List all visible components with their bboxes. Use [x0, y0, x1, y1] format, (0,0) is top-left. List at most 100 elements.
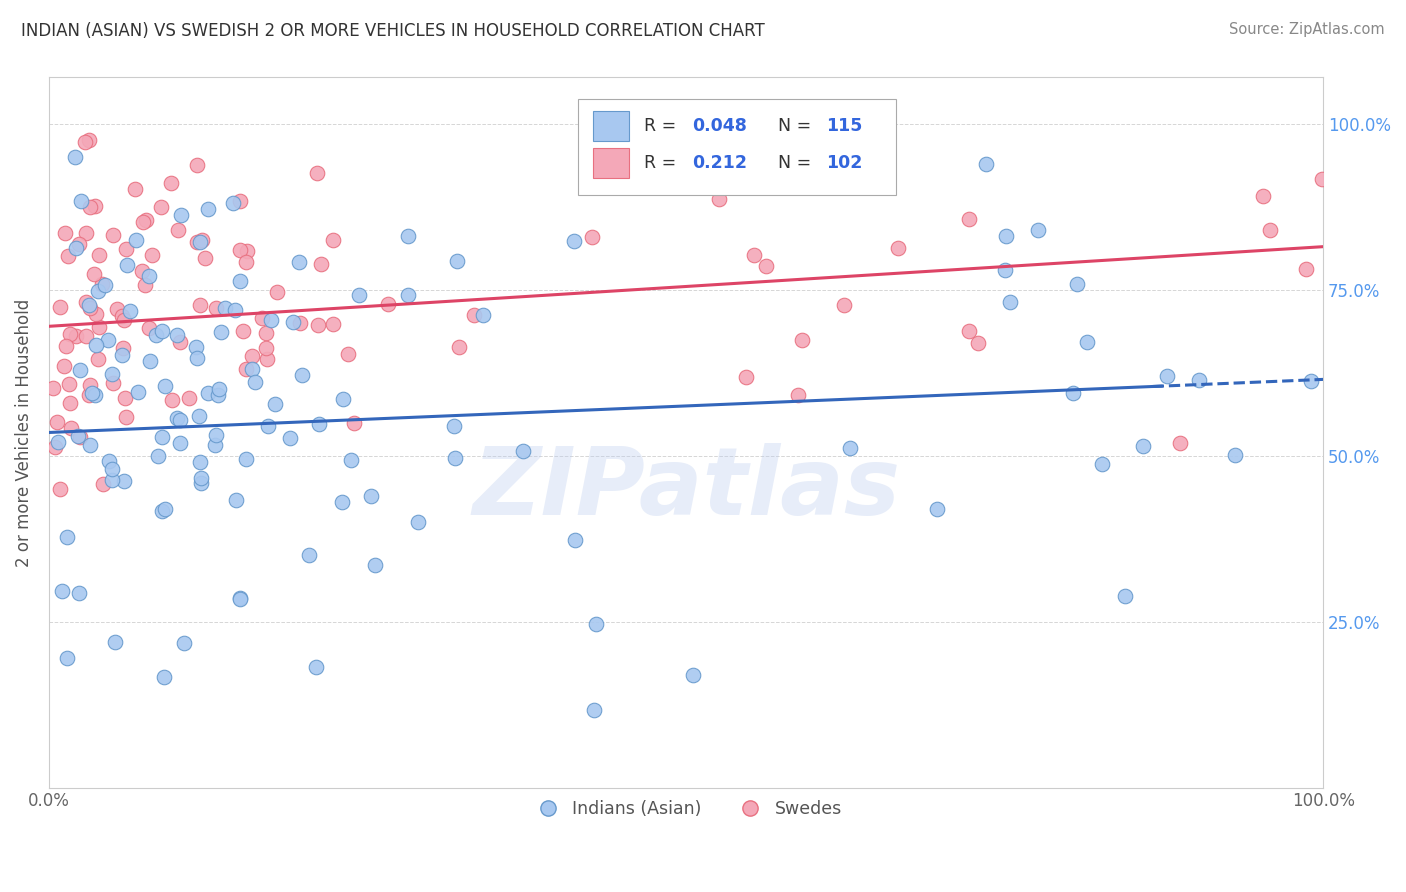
Point: [79, 301, 101, 316]
Point: [446, 254, 468, 268]
Point: [141, 248, 163, 262]
Point: [188, 235, 211, 250]
Point: [86, 338, 108, 352]
Bar: [593, 148, 628, 178]
Point: [114, 410, 136, 425]
Point: [111, 342, 134, 356]
Point: [135, 213, 157, 227]
Point: [186, 158, 208, 172]
Point: [48, 300, 70, 314]
Point: [994, 263, 1017, 277]
Point: [236, 244, 259, 259]
Point: [112, 313, 135, 327]
Point: [207, 388, 229, 402]
Point: [305, 166, 328, 180]
Point: [150, 324, 173, 338]
Point: [186, 351, 208, 365]
Point: [229, 243, 252, 257]
Point: [51, 584, 73, 599]
Point: [444, 450, 467, 465]
Point: [1188, 373, 1211, 387]
Point: [1066, 277, 1088, 291]
Point: [101, 473, 124, 487]
Point: [291, 368, 314, 383]
Point: [235, 362, 257, 376]
Point: [229, 591, 252, 605]
Point: [84, 199, 107, 213]
Point: [1258, 223, 1281, 237]
Point: [56, 249, 79, 263]
Point: [79, 377, 101, 392]
Point: [169, 436, 191, 450]
Point: [832, 298, 855, 312]
Point: [232, 324, 254, 338]
Point: [707, 192, 730, 206]
Point: [305, 660, 328, 674]
Point: [229, 275, 252, 289]
Point: [166, 411, 188, 425]
Text: 0.048: 0.048: [692, 117, 748, 135]
Point: [585, 617, 607, 632]
Point: [188, 455, 211, 469]
Point: [131, 264, 153, 278]
Point: [190, 298, 212, 312]
Point: [332, 495, 354, 509]
Point: [75, 329, 97, 343]
Point: [583, 703, 606, 717]
Point: [260, 313, 283, 327]
Point: [235, 452, 257, 467]
Point: [190, 471, 212, 485]
Point: [58, 376, 80, 391]
Point: [396, 229, 419, 244]
Point: [45, 415, 67, 429]
Point: [101, 462, 124, 476]
Text: Source: ZipAtlas.com: Source: ZipAtlas.com: [1229, 22, 1385, 37]
Point: [562, 235, 585, 249]
Point: [1310, 171, 1333, 186]
Point: [1251, 189, 1274, 203]
Point: [967, 336, 990, 351]
Point: [307, 318, 329, 333]
Point: [75, 227, 97, 241]
Point: [139, 353, 162, 368]
Point: [308, 417, 330, 432]
Point: [343, 416, 366, 430]
Point: [67, 237, 90, 252]
Point: [1076, 335, 1098, 350]
Point: [49, 482, 72, 496]
Point: [1091, 457, 1114, 471]
Point: [205, 301, 228, 315]
Point: [173, 636, 195, 650]
Point: [52, 359, 75, 374]
Point: [208, 382, 231, 396]
Point: [150, 503, 173, 517]
Point: [229, 591, 252, 606]
Point: [59, 421, 82, 435]
Point: [322, 234, 344, 248]
Point: [97, 333, 120, 347]
Point: [194, 252, 217, 266]
Point: [868, 169, 890, 183]
Point: [125, 233, 148, 247]
Point: [187, 409, 209, 423]
Point: [472, 308, 495, 322]
Point: [69, 430, 91, 444]
Point: [87, 351, 110, 366]
Point: [67, 585, 90, 599]
Point: [1000, 295, 1022, 310]
Point: [264, 397, 287, 411]
Point: [169, 413, 191, 427]
Point: [101, 367, 124, 381]
Point: [204, 438, 226, 452]
Point: [235, 255, 257, 269]
Point: [581, 230, 603, 244]
Point: [59, 327, 82, 342]
Point: [149, 200, 172, 214]
Point: [84, 308, 107, 322]
Point: [155, 379, 177, 393]
Point: [184, 340, 207, 354]
Point: [42, 381, 65, 395]
Point: [63, 150, 86, 164]
Point: [59, 396, 82, 410]
Point: [87, 284, 110, 298]
